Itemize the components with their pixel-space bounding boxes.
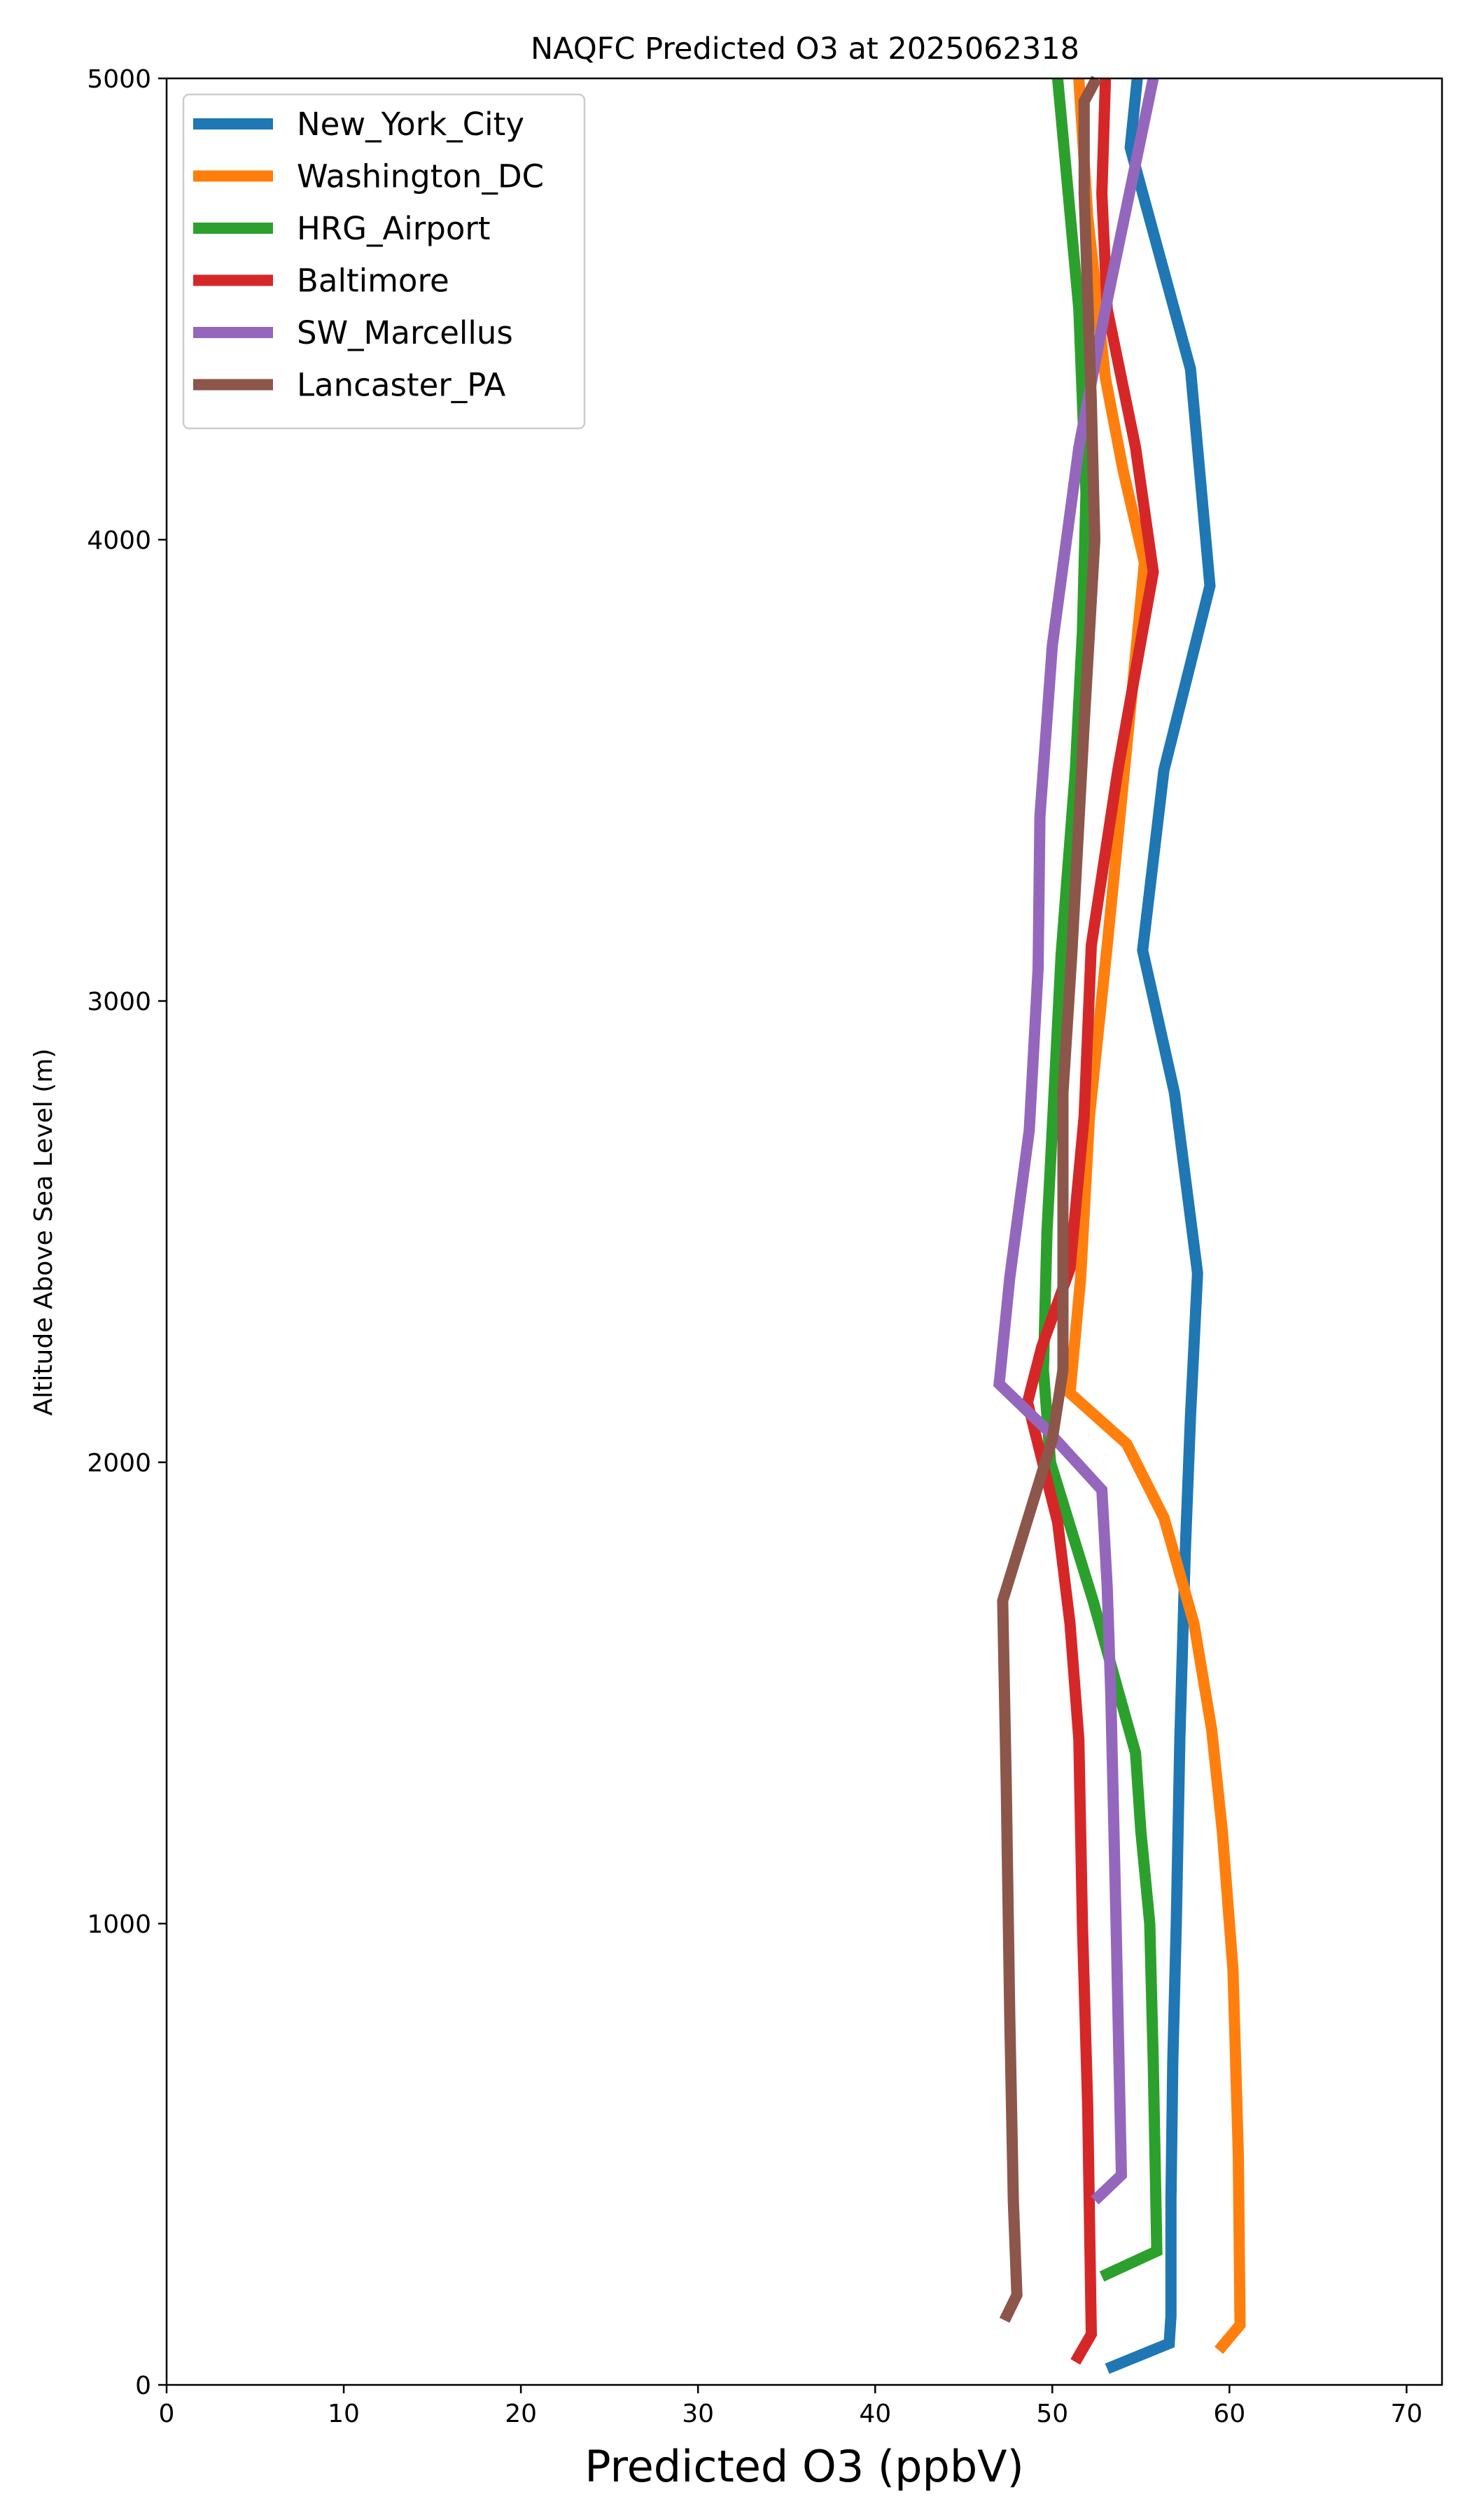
legend-label: Lancaster_PA [297,367,506,404]
series-line-washington-dc [1064,78,1246,2354]
x-axis-label: Predicted O3 (ppbV) [584,2441,1024,2492]
x-tick-label: 50 [1036,2400,1068,2428]
series-line-new-york-city [1105,78,1216,2374]
legend-label: HRG_Airport [297,210,491,247]
series-line-lancaster-pa [997,76,1102,2323]
x-tick-label: 20 [505,2400,537,2428]
series-layer [993,76,1246,2374]
legend-label: Baltimore [297,262,449,300]
y-tick-label: 3000 [87,988,151,1016]
x-tick-label: 10 [328,2400,360,2428]
y-tick-label: 5000 [87,65,151,94]
legend-label: New_York_City [297,106,524,143]
y-tick-label: 1000 [87,1910,151,1939]
x-tick-label: 40 [859,2400,891,2428]
y-axis: 0 1000 2000 3000 4000 5000 [87,65,167,2400]
legend-label: Washington_DC [297,158,544,195]
legend-label: SW_Marcellus [297,314,513,351]
y-tick-label: 0 [135,2372,151,2400]
chart-title: NAQFC Predicted O3 at 2025062318 [531,31,1079,66]
x-tick-label: 60 [1213,2400,1245,2428]
series-line-sw-marcellus [993,77,1159,2205]
y-axis-label: Altitude Above Sea Level (m) [29,1049,58,1416]
series-line-hrg-airport [1037,78,1163,2282]
legend: New_York_City Washington_DC HRG_Airport Bal… [182,93,586,430]
plot-area-frame [165,77,1443,2386]
x-tick-label: 30 [682,2400,714,2428]
series-line-baltimore [1021,78,1159,2365]
x-axis: 0 10 20 30 40 50 60 70 [159,2385,1422,2428]
y-tick-label: 2000 [87,1449,151,1478]
y-tick-label: 4000 [87,526,151,555]
x-tick-label: 70 [1390,2400,1422,2428]
x-tick-label: 0 [159,2400,175,2428]
legend-box [182,93,586,430]
